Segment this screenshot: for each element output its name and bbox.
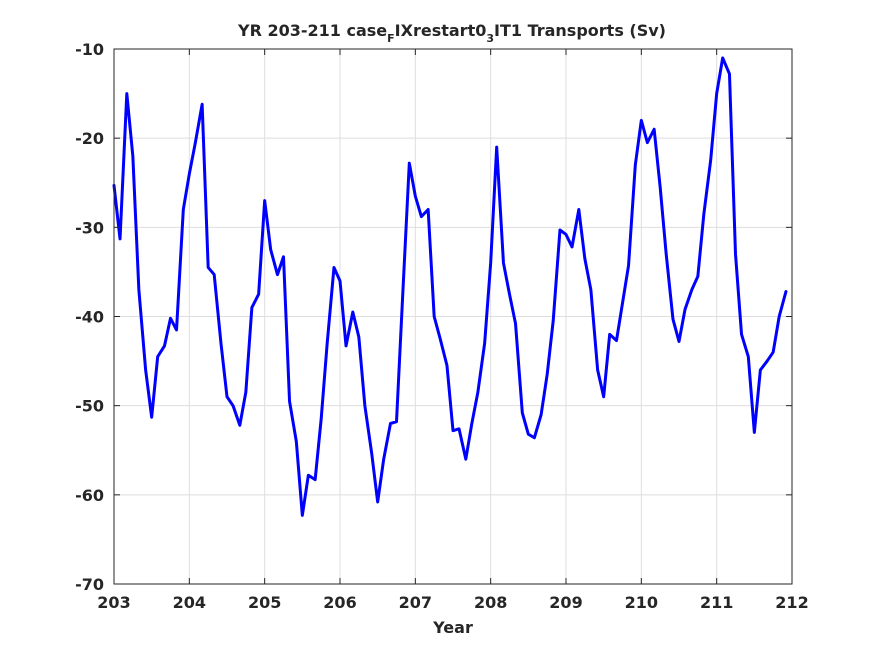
chart-title-part3: IT1 Transports (Sv) bbox=[494, 21, 666, 40]
x-tick-label: 205 bbox=[248, 593, 281, 612]
x-axis-label: Year bbox=[432, 618, 473, 637]
y-tick-label: -40 bbox=[75, 308, 104, 327]
y-tick-label: -30 bbox=[75, 218, 104, 237]
y-tick-label: -70 bbox=[75, 575, 104, 594]
chart-title-part2: IXrestart0 bbox=[395, 21, 487, 40]
x-tick-label: 204 bbox=[173, 593, 206, 612]
x-tick-labels: 203 204 205 206 207 208 209 210 211 212 bbox=[97, 593, 808, 612]
x-tick-label: 208 bbox=[474, 593, 507, 612]
x-tick-label: 212 bbox=[775, 593, 808, 612]
y-tick-label: -50 bbox=[75, 397, 104, 416]
chart-title-sub1: F bbox=[387, 32, 395, 45]
x-tick-label: 210 bbox=[625, 593, 658, 612]
x-tick-label: 211 bbox=[700, 593, 733, 612]
series-layer bbox=[112, 56, 788, 517]
tick-marks bbox=[113, 48, 793, 585]
x-tick-label: 209 bbox=[549, 593, 582, 612]
series-line-1 bbox=[112, 56, 788, 517]
y-tick-labels: -10 -20 -30 -40 -50 -60 -70 bbox=[75, 40, 104, 594]
y-tick-label: -20 bbox=[75, 129, 104, 148]
chart-title-sub2: 3 bbox=[486, 32, 494, 45]
chart-title-part1: YR 203-211 case bbox=[237, 21, 387, 40]
y-tick-label: -10 bbox=[75, 40, 104, 59]
x-tick-label: 207 bbox=[399, 593, 432, 612]
y-tick-label: -60 bbox=[75, 486, 104, 505]
grid bbox=[113, 48, 793, 585]
chart-title: YR 203-211 caseFIXrestart03IT1 Transport… bbox=[237, 21, 666, 45]
x-tick-label: 206 bbox=[323, 593, 356, 612]
x-tick-label: 203 bbox=[97, 593, 130, 612]
